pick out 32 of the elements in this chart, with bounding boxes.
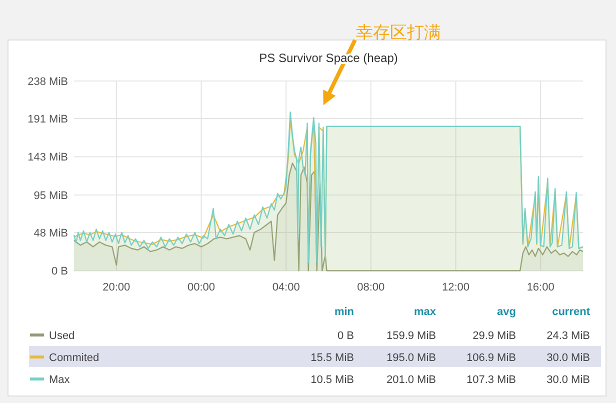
x-tick-label: 08:00	[357, 282, 385, 294]
text: 0 B	[337, 330, 354, 342]
x-tick-label: 16:00	[526, 282, 554, 294]
y-tick-label: 0 B	[51, 266, 68, 278]
y-tick-label: 48 MiB	[34, 227, 68, 240]
x-tick-label: 20:00	[102, 282, 130, 294]
x-tick-label: 12:00	[442, 282, 470, 294]
text: avg	[497, 306, 516, 318]
text: 15.5 MiB	[310, 352, 354, 364]
text: 幸存区打满	[356, 23, 441, 42]
text: 106.9 MiB	[466, 352, 516, 364]
legend-label: Commited	[49, 352, 100, 364]
legend-label: Used	[49, 330, 75, 342]
y-tick-label: 238 MiB	[28, 76, 68, 88]
y-tick-label: 143 MiB	[28, 152, 68, 164]
text: 201.0 MiB	[386, 374, 436, 386]
text: current	[552, 306, 590, 318]
text: 30.0 MiB	[546, 374, 590, 386]
text: 24.3 MiB	[546, 330, 590, 342]
x-tick-label: 00:00	[187, 282, 216, 294]
text: 107.3 MiB	[466, 374, 516, 386]
legend-label: Max	[49, 374, 70, 386]
y-tick-label: 191 MiB	[28, 113, 68, 126]
text: 29.9 MiB	[472, 330, 516, 342]
y-tick-label: 95 MiB	[34, 190, 68, 202]
text: 195.0 MiB	[386, 352, 436, 364]
text: max	[414, 306, 437, 318]
x-tick-label: 04:00	[272, 282, 300, 294]
text: 10.5 MiB	[310, 374, 354, 386]
text: 30.0 MiB	[546, 352, 590, 364]
text: 159.9 MiB	[386, 330, 436, 342]
text: min	[334, 306, 354, 318]
